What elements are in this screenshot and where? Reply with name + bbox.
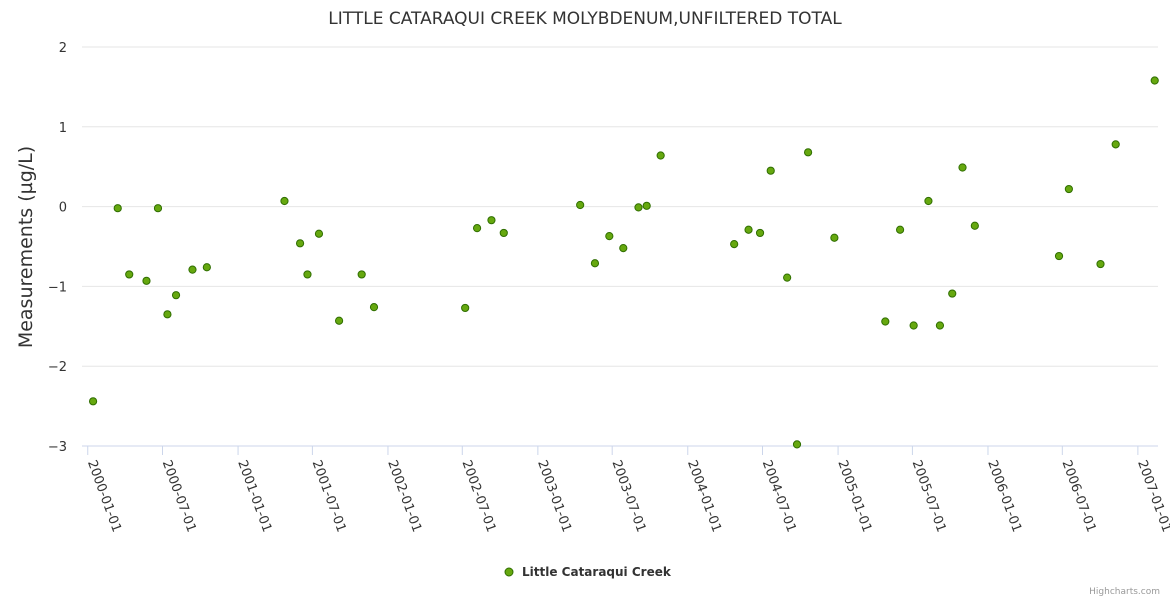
data-point[interactable] [1111, 140, 1120, 149]
data-point[interactable] [881, 317, 890, 326]
data-point[interactable] [766, 166, 775, 175]
data-point[interactable] [1054, 251, 1064, 261]
data-point[interactable] [948, 289, 957, 298]
data-point[interactable] [188, 265, 197, 274]
data-point[interactable] [656, 151, 665, 160]
data-point[interactable] [153, 204, 163, 213]
data-point[interactable] [909, 321, 918, 330]
data-point[interactable] [142, 276, 151, 285]
data-point[interactable] [1096, 259, 1105, 269]
data-point[interactable] [755, 228, 765, 238]
data-point[interactable] [461, 303, 470, 313]
data-point[interactable] [642, 201, 651, 210]
data-points[interactable] [88, 76, 1159, 449]
data-point[interactable] [634, 203, 643, 212]
y-tick-label: −3 [48, 440, 67, 455]
data-point[interactable] [88, 397, 98, 406]
data-point[interactable] [803, 148, 813, 157]
data-point[interactable] [895, 225, 905, 234]
data-point[interactable] [314, 229, 324, 238]
data-point[interactable] [487, 216, 496, 225]
data-point[interactable] [163, 310, 172, 319]
data-point[interactable] [792, 440, 802, 449]
y-tick-label: −2 [48, 360, 67, 375]
data-point[interactable] [357, 270, 366, 279]
data-point[interactable] [303, 270, 312, 279]
data-point[interactable] [125, 270, 134, 279]
legend-item-little-cataraqui-creek[interactable]: Little Cataraqui Creek [522, 565, 672, 579]
data-point[interactable] [730, 240, 739, 249]
data-point[interactable] [280, 196, 289, 206]
y-tick-label: 2 [59, 41, 67, 56]
data-point[interactable] [605, 232, 614, 241]
data-point[interactable] [202, 263, 211, 272]
legend-symbol[interactable] [504, 567, 514, 577]
data-point[interactable] [830, 233, 839, 242]
chart-title: LITTLE CATARAQUI CREEK MOLYBDENUM,UNFILT… [328, 9, 842, 29]
data-point[interactable] [576, 200, 585, 210]
data-point[interactable] [970, 221, 979, 230]
y-axis-ticks: 2 1 0 −1 −2 −3 [48, 41, 67, 455]
data-point[interactable] [334, 316, 344, 325]
data-point[interactable] [619, 243, 628, 253]
data-point[interactable] [1150, 76, 1159, 85]
y-tick-label: 1 [59, 121, 67, 136]
y-tick-label: 0 [59, 201, 67, 216]
data-point[interactable] [113, 204, 122, 213]
data-point[interactable] [935, 321, 945, 330]
data-point[interactable] [472, 224, 482, 233]
data-point[interactable] [171, 291, 181, 300]
highcharts-credit[interactable]: Highcharts.com [1089, 587, 1160, 597]
y-tick-label: −1 [48, 280, 67, 295]
legend[interactable]: Little Cataraqui Creek [504, 565, 672, 579]
data-point[interactable] [369, 303, 379, 312]
data-point[interactable] [958, 163, 967, 172]
data-point[interactable] [499, 228, 508, 238]
data-point[interactable] [295, 239, 305, 248]
data-point[interactable] [924, 196, 933, 206]
y-axis-title: Measurements (µg/L) [15, 146, 37, 348]
data-point[interactable] [1064, 184, 1073, 194]
data-point[interactable] [783, 273, 792, 282]
data-point[interactable] [590, 259, 600, 268]
data-point[interactable] [744, 225, 753, 234]
